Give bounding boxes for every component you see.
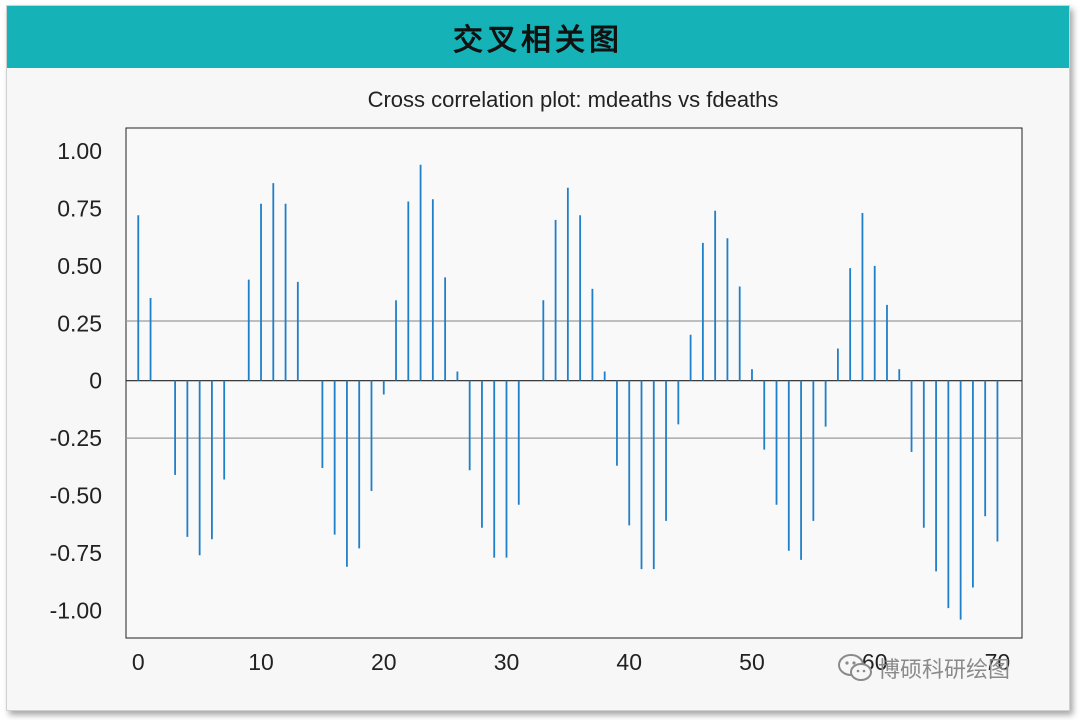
y-tick-label: 0.50: [57, 253, 102, 279]
wechat-icon: [838, 654, 872, 681]
x-tick-label: 50: [739, 649, 765, 675]
confidence-bounds: [126, 320, 1022, 439]
watermark: 博硕科研绘图: [838, 652, 1010, 684]
y-axis-ticks: 1.00 0.75 0.50 0.25 0 -0.25 -0.50 -0.75 -1.00: [50, 138, 102, 623]
watermark-text: 博硕科研绘图: [878, 658, 1011, 683]
x-tick-label: 40: [616, 649, 642, 675]
y-tick-label: 1.00: [57, 138, 102, 164]
x-tick-label: 70: [985, 649, 1011, 675]
y-tick-label: 0.75: [57, 195, 102, 221]
y-tick-label: 0: [89, 368, 102, 394]
plot-area: [125, 127, 1023, 639]
y-tick-label: -0.50: [50, 483, 102, 509]
y-tick-label: -1.00: [50, 597, 102, 623]
y-tick-label: 0.25: [57, 310, 102, 336]
x-tick-label: 30: [494, 649, 520, 675]
banner-title: 交叉相关图: [453, 23, 623, 58]
title-banner: 交叉相关图: [7, 6, 1069, 68]
y-tick-label: -0.75: [50, 540, 102, 566]
x-tick-label: 20: [371, 649, 397, 675]
x-tick-label: 0: [132, 649, 145, 675]
x-tick-label: 10: [248, 649, 274, 675]
x-axis-ticks: 0 10 20 30 40 50 60 70: [132, 649, 1010, 675]
chart-title: Cross correlation plot: mdeaths vs fdeat…: [368, 87, 779, 112]
y-tick-label: -0.25: [50, 425, 102, 451]
correlation-bars: [137, 164, 999, 620]
